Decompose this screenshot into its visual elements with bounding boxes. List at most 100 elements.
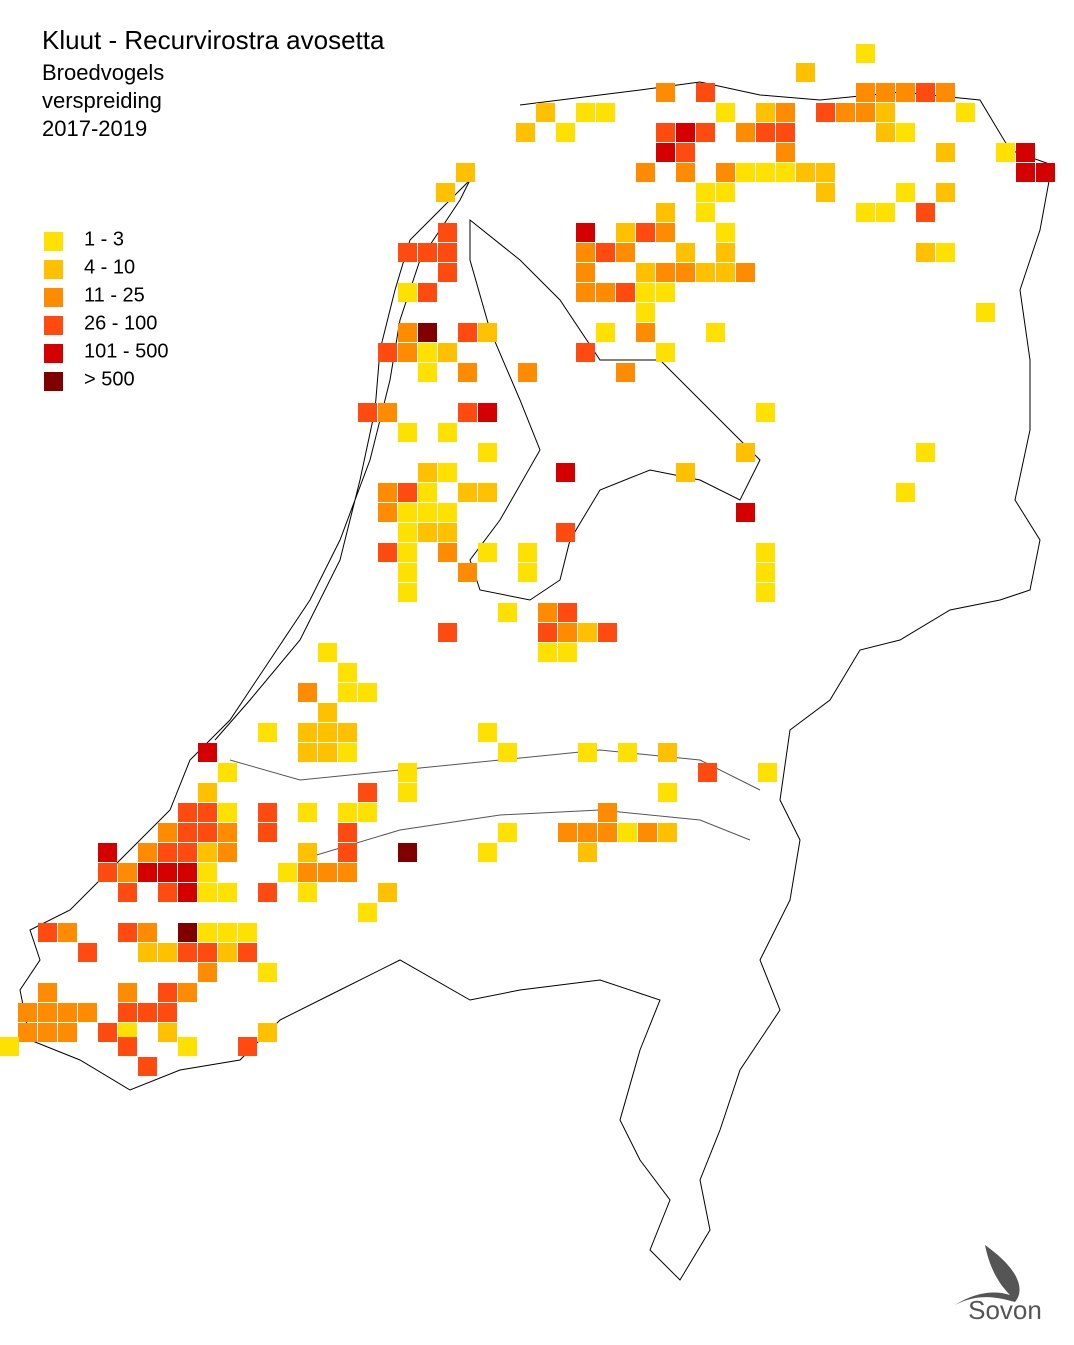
- grid-cell: [636, 323, 655, 342]
- grid-cell: [78, 943, 97, 962]
- grid-cell: [218, 923, 237, 942]
- grid-cell: [438, 343, 457, 362]
- grid-cell: [198, 823, 217, 842]
- grid-cell: [538, 623, 557, 642]
- grid-cell: [158, 843, 177, 862]
- grid-cell: [98, 863, 117, 882]
- grid-cell: [378, 503, 397, 522]
- grid-cell: [398, 563, 417, 582]
- grid-cell: [578, 823, 597, 842]
- grid-cell: [498, 823, 517, 842]
- grid-cell: [138, 943, 157, 962]
- grid-cell: [458, 563, 477, 582]
- grid-cell: [1016, 163, 1035, 182]
- grid-cell: [438, 623, 457, 642]
- grid-cell: [558, 623, 577, 642]
- country-outline: [19, 81, 1053, 1281]
- grid-cell: [656, 283, 675, 302]
- coast-north: [469, 218, 761, 601]
- grid-cell: [438, 543, 457, 562]
- grid-cell: [478, 443, 497, 462]
- grid-cell: [438, 243, 457, 262]
- grid-cell: [138, 923, 157, 942]
- grid-cell: [876, 103, 895, 122]
- grid-cell: [438, 423, 457, 442]
- grid-cell: [478, 323, 497, 342]
- grid-cell: [158, 1023, 177, 1042]
- grid-cell: [238, 1037, 257, 1056]
- grid-cell: [1036, 163, 1055, 182]
- legend-label: 4 - 10: [84, 256, 135, 278]
- grid-cell: [198, 843, 217, 862]
- grid-cell: [338, 803, 357, 822]
- grid-cell: [398, 323, 417, 342]
- grid-cell: [518, 363, 537, 382]
- river: [299, 809, 751, 861]
- grid-cell: [258, 723, 277, 742]
- grid-cell: [258, 963, 277, 982]
- grid-cell: [478, 403, 497, 422]
- grid-cell: [856, 103, 875, 122]
- grid-cell: [178, 1037, 197, 1056]
- grid-cell: [378, 403, 397, 422]
- legend-label: 26 - 100: [84, 312, 157, 334]
- grid-cell: [418, 283, 437, 302]
- grid-cell: [538, 643, 557, 662]
- grid-cell: [198, 923, 217, 942]
- grid-cell: [198, 783, 217, 802]
- legend-swatch: [44, 316, 63, 335]
- grid-cell: [576, 103, 595, 122]
- grid-cell: [856, 83, 875, 102]
- grid-cell: [656, 83, 675, 102]
- grid-cell: [378, 883, 397, 902]
- grid-cell: [118, 923, 137, 942]
- grid-cell: [58, 923, 77, 942]
- grid-cell: [856, 203, 875, 222]
- grid-cell: [198, 863, 217, 882]
- grid-cell: [178, 803, 197, 822]
- grid-cell: [418, 503, 437, 522]
- grid-cell: [318, 723, 337, 742]
- grid-cell: [596, 103, 615, 122]
- grid-cell: [358, 803, 377, 822]
- grid-cell: [118, 863, 137, 882]
- grid-cell: [936, 143, 955, 162]
- grid-cell: [178, 983, 197, 1002]
- grid-cell: [596, 283, 615, 302]
- grid-cell: [258, 823, 277, 842]
- grid-cell: [616, 243, 635, 262]
- grid-cell: [676, 263, 695, 282]
- grid-cell: [418, 523, 437, 542]
- grid-cell: [936, 83, 955, 102]
- grid-cell: [138, 1003, 157, 1022]
- grid-cell: [598, 623, 617, 642]
- grid-cell: [596, 323, 615, 342]
- grid-cell: [198, 883, 217, 902]
- grid-cell: [598, 803, 617, 822]
- grid-cell: [576, 283, 595, 302]
- grid-cell: [676, 143, 695, 162]
- grid-cell: [78, 1003, 97, 1022]
- grid-cell: [158, 883, 177, 902]
- grid-cell: [198, 943, 217, 962]
- grid-cell: [398, 843, 417, 862]
- grid-cell: [338, 723, 357, 742]
- grid-cell: [796, 63, 815, 82]
- grid-cell: [298, 723, 317, 742]
- grid-cell: [696, 83, 715, 102]
- grid-cell: [578, 843, 597, 862]
- grid-cell: [318, 863, 337, 882]
- grid-cell: [118, 883, 137, 902]
- grid-cell: [218, 803, 237, 822]
- grid-cell: [656, 203, 675, 222]
- grid-cell: [896, 123, 915, 142]
- logo-text: Sovon: [968, 1295, 1042, 1325]
- grid-cell: [218, 843, 237, 862]
- grid-cell: [716, 223, 735, 242]
- grid-cell: [736, 123, 755, 142]
- grid-cell: [178, 923, 197, 942]
- grid-cell: [338, 843, 357, 862]
- grid-cell: [518, 543, 537, 562]
- grid-cell: [696, 263, 715, 282]
- grid-cell: [198, 743, 217, 762]
